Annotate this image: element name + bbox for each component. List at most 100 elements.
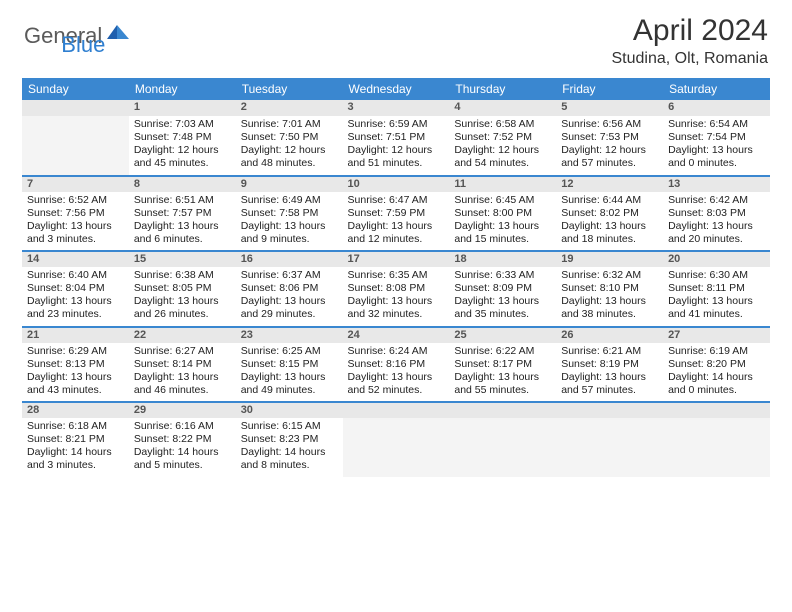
day-number: 23 [236,327,343,343]
day-number: 10 [343,176,450,192]
daylight-text: and 57 minutes. [561,384,658,397]
content-row: Sunrise: 6:29 AMSunset: 8:13 PMDaylight:… [22,343,770,403]
daylight-text: Daylight: 13 hours [561,371,658,384]
sunrise-text: Sunrise: 6:27 AM [134,345,231,358]
day-cell: Sunrise: 6:15 AMSunset: 8:23 PMDaylight:… [236,418,343,477]
daylight-text: Daylight: 13 hours [27,371,124,384]
day-number: 22 [129,327,236,343]
sunset-text: Sunset: 8:15 PM [241,358,338,371]
sunset-text: Sunset: 8:23 PM [241,433,338,446]
content-row: Sunrise: 6:18 AMSunset: 8:21 PMDaylight:… [22,418,770,477]
day-number: 24 [343,327,450,343]
day-number: 2 [236,100,343,116]
sunrise-text: Sunrise: 6:37 AM [241,269,338,282]
calendar-table: Sunday Monday Tuesday Wednesday Thursday… [22,78,770,477]
day-number: 26 [556,327,663,343]
daylight-text: and 48 minutes. [241,157,338,170]
location: Studina, Olt, Romania [611,50,768,68]
daynum-row: 21222324252627 [22,327,770,343]
day-cell: Sunrise: 6:30 AMSunset: 8:11 PMDaylight:… [663,267,770,327]
daylight-text: Daylight: 12 hours [134,144,231,157]
day-cell: Sunrise: 6:22 AMSunset: 8:17 PMDaylight:… [449,343,556,403]
sunset-text: Sunset: 7:54 PM [668,131,765,144]
day-cell: Sunrise: 6:56 AMSunset: 7:53 PMDaylight:… [556,116,663,176]
content-row: Sunrise: 6:52 AMSunset: 7:56 PM Daylight:… [22,192,770,252]
day-number [22,100,129,116]
sunrise-text: Sunrise: 6:47 AM [348,194,445,207]
day-cell: Sunrise: 6:59 AMSunset: 7:51 PMDaylight:… [343,116,450,176]
day-cell [343,418,450,477]
sunset-text: Sunset: 7:56 PM [27,207,124,220]
day-cell: Sunrise: 6:29 AMSunset: 8:13 PMDaylight:… [22,343,129,403]
sunrise-text: Sunrise: 6:56 AM [561,118,658,131]
sunset-text: Sunset: 8:21 PM [27,433,124,446]
daylight-text: and 38 minutes. [561,308,658,321]
day-number [449,402,556,418]
day-number: 17 [343,251,450,267]
daylight-text: and 52 minutes. [348,384,445,397]
sunrise-text: Sunrise: 6:42 AM [668,194,765,207]
brand-triangle-icon [107,23,129,46]
day-number: 4 [449,100,556,116]
day-number: 18 [449,251,556,267]
sunrise-text: Sunrise: 6:32 AM [561,269,658,282]
sunset-text: Sunset: 8:16 PM [348,358,445,371]
daylight-text: and 35 minutes. [454,308,551,321]
daylight-text: Daylight: 13 hours [348,295,445,308]
title-block: April 2024 Studina, Olt, Romania [611,14,768,68]
day-number: 25 [449,327,556,343]
day-number: 13 [663,176,770,192]
sunrise-text: Sunrise: 6:44 AM [561,194,658,207]
day-number: 29 [129,402,236,418]
daylight-text: and 0 minutes. [668,384,765,397]
day-cell: Sunrise: 6:45 AMSunset: 8:00 PMDaylight:… [449,192,556,252]
sunrise-text: Sunrise: 6:16 AM [134,420,231,433]
daylight-text: Daylight: 12 hours [241,144,338,157]
day-number: 9 [236,176,343,192]
daylight-text: and 12 minutes. [348,233,445,246]
daylight-text: Daylight: 13 hours [454,220,551,233]
sunrise-text: Sunrise: 6:49 AM [241,194,338,207]
daylight-text: and 57 minutes. [561,157,658,170]
day-cell: Sunrise: 6:32 AMSunset: 8:10 PMDaylight:… [556,267,663,327]
day-cell: Sunrise: 6:27 AMSunset: 8:14 PMDaylight:… [129,343,236,403]
sunrise-text: Sunrise: 6:29 AM [27,345,124,358]
day-cell: Sunrise: 6:52 AMSunset: 7:56 PMDaylight:… [22,192,129,252]
daylight-text: Daylight: 13 hours [668,295,765,308]
daylight-text: Daylight: 13 hours [27,295,124,308]
day-cell: Sunrise: 6:21 AMSunset: 8:19 PMDaylight:… [556,343,663,403]
daylight-text: Daylight: 13 hours [454,295,551,308]
daylight-text: Daylight: 13 hours [134,220,231,233]
day-cell: Sunrise: 6:49 AMSunset: 7:58 PMDaylight:… [236,192,343,252]
sunrise-text: Sunrise: 6:40 AM [27,269,124,282]
day-cell: Sunrise: 6:25 AMSunset: 8:15 PMDaylight:… [236,343,343,403]
sunrise-text: Sunrise: 6:52 AM [27,194,124,207]
daylight-text: and 23 minutes. [27,308,124,321]
day-number: 1 [129,100,236,116]
sunset-text: Sunset: 8:11 PM [668,282,765,295]
day-cell: Sunrise: 6:16 AMSunset: 8:22 PMDaylight:… [129,418,236,477]
daylight-text: and 6 minutes. [134,233,231,246]
sunrise-text: Sunrise: 6:35 AM [348,269,445,282]
brand-part2: Blue [61,32,105,58]
sunrise-text: Sunrise: 6:45 AM [454,194,551,207]
daylight-text: Daylight: 13 hours [561,220,658,233]
day-cell: Sunrise: 6:37 AMSunset: 8:06 PMDaylight:… [236,267,343,327]
sunrise-text: Sunrise: 6:51 AM [134,194,231,207]
weekday-header: Friday [556,78,663,100]
sunset-text: Sunset: 8:19 PM [561,358,658,371]
weekday-header: Sunday [22,78,129,100]
daylight-text: and 0 minutes. [668,157,765,170]
daylight-text: and 43 minutes. [27,384,124,397]
sunrise-text: Sunrise: 6:59 AM [348,118,445,131]
daylight-text: and 9 minutes. [241,233,338,246]
daynum-row: 14151617181920 [22,251,770,267]
daylight-text: and 26 minutes. [134,308,231,321]
day-number [663,402,770,418]
day-number: 21 [22,327,129,343]
day-cell: Sunrise: 6:40 AMSunset: 8:04 PMDaylight:… [22,267,129,327]
daylight-text: and 32 minutes. [348,308,445,321]
daylight-text: and 46 minutes. [134,384,231,397]
day-cell: Sunrise: 6:33 AMSunset: 8:09 PMDaylight:… [449,267,556,327]
day-cell: Sunrise: 6:51 AMSunset: 7:57 PMDaylight:… [129,192,236,252]
